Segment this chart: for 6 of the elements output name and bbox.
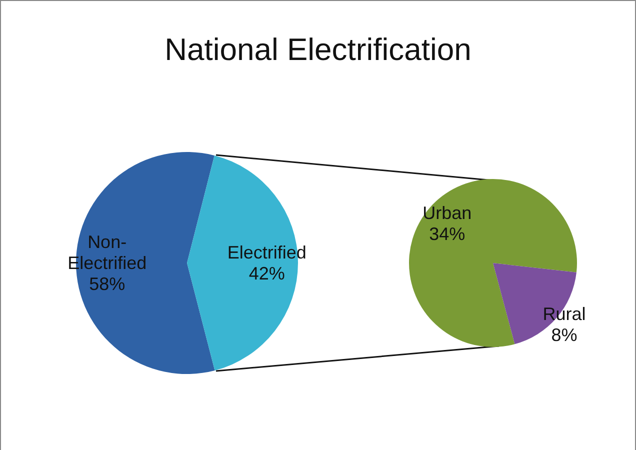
data-label: 42%	[248, 263, 285, 284]
data-label: 34%	[429, 224, 466, 244]
chart-title: National Electrification	[164, 32, 472, 67]
data-label: 8%	[551, 324, 578, 345]
slice-label: Urban	[422, 203, 472, 224]
data-label: 58%	[89, 274, 126, 294]
